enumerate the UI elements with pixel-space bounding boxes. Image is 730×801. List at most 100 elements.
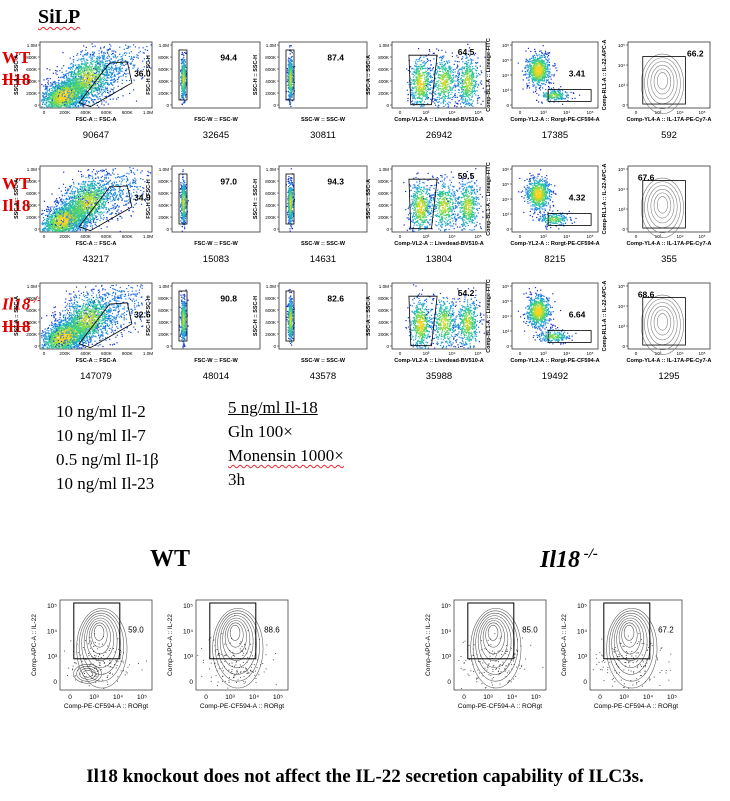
x-tick-label: 10³	[540, 234, 547, 239]
event-count: 17385	[542, 130, 568, 141]
event-count: 14631	[310, 254, 336, 265]
x-tick-label: 200K	[59, 351, 71, 356]
y-tick-label: 10⁵	[502, 299, 509, 304]
event-count: 43217	[83, 254, 109, 265]
x-axis-label: Comp-PE-CF594-A :: RORgt	[200, 703, 284, 710]
y-tick-label: 600K	[265, 67, 277, 72]
gate	[642, 56, 686, 105]
contours	[197, 608, 277, 689]
plot-frame	[627, 41, 711, 109]
y-tick-label: 1.0M	[27, 43, 37, 48]
y-tick-label: 600K	[26, 67, 38, 72]
y-tick-label: 600K	[158, 308, 170, 313]
plot-frame	[589, 599, 683, 691]
gate-percentage: 64.5	[458, 47, 475, 57]
y-tick-label: 400K	[158, 203, 170, 208]
x-tick-label: 0	[519, 110, 522, 115]
gate	[547, 330, 592, 343]
x-tick-label: 0	[399, 110, 402, 115]
x-tick-label: 10⁴	[113, 694, 123, 701]
x-tick-label: 10³	[225, 694, 235, 701]
figure-caption: Il18 knockout does not affect the IL-22 …	[86, 766, 644, 787]
x-tick-label: 10⁵	[586, 234, 593, 239]
y-tick-label: 1.0M	[266, 43, 276, 48]
events	[405, 284, 485, 349]
gate	[642, 180, 686, 229]
events	[640, 177, 684, 238]
x-tick-label: 0	[462, 694, 466, 701]
y-axis-label: Comp-APC-A :: IL-22	[425, 614, 432, 676]
events	[178, 289, 189, 349]
x-axis-label: FSC-W :: FSC-W	[194, 117, 238, 123]
gate-percentage: 66.2	[687, 49, 704, 59]
x-tick-label: 0	[598, 694, 602, 701]
y-tick-label: 800K	[265, 179, 277, 184]
x-tick-label: 0	[204, 694, 208, 701]
y-axis-label: SSC-A :: SSC-A	[366, 55, 372, 95]
x-tick-label: 10³	[89, 694, 99, 701]
y-axis-label: FSC-H :: FSC-H	[146, 296, 152, 336]
y-tick-label: 0	[622, 103, 625, 108]
x-tick-label: 0	[43, 351, 46, 356]
y-tick-label: 0	[53, 679, 57, 686]
gate-percentage: 85.0	[522, 625, 538, 634]
flow-gating-grid: 1.0M 800K 600K 400K 200K 0 0 200K 400K 600K 800K 1.…	[14, 38, 711, 382]
x-axis-label: Comp-YL2-A :: Rorgt-PE-CF594-A	[510, 241, 599, 247]
x-tick-label: 0	[43, 110, 46, 115]
y-tick-label: 1.0M	[159, 167, 169, 172]
y-axis-label: Comp-APC-A :: IL-22	[31, 614, 38, 676]
x-axis-label: Comp-YL4-A :: IL-17A-PE-Cy7-A	[627, 117, 712, 123]
gate-percentage: 87.4	[327, 52, 344, 62]
y-tick-label: 0	[273, 103, 276, 108]
x-tick-label: 400K	[80, 234, 92, 239]
x-tick-label: 10⁵	[698, 110, 705, 115]
y-tick-label: 10⁴	[502, 73, 509, 78]
x-tick-label: 10⁴	[676, 351, 683, 356]
y-tick-label: 0	[34, 227, 37, 232]
gate-percentage: 54.2	[458, 288, 475, 298]
row-3-genotype-sup: -/-	[30, 294, 41, 306]
x-tick-label: 10⁴	[448, 110, 455, 115]
x-tick-label: 10⁵	[474, 110, 481, 115]
events	[41, 284, 151, 350]
y-tick-label: 1.0M	[27, 284, 37, 289]
gate	[408, 295, 438, 347]
event-count: 35988	[426, 371, 452, 382]
y-tick-label: 600K	[265, 308, 277, 313]
x-axis-label: SSC-W :: SSC-W	[301, 358, 346, 364]
x-axis-label: Comp-PE-CF594-A :: RORgt	[594, 703, 678, 710]
x-tick-label: 1.0M	[143, 234, 153, 239]
gate	[285, 173, 295, 225]
y-tick-label: 10³	[618, 324, 625, 329]
x-tick-label: 400K	[80, 351, 92, 356]
x-tick-label: 10⁵	[698, 234, 705, 239]
event-count: 147079	[80, 371, 112, 382]
y-tick-label: 800K	[378, 296, 390, 301]
gate	[78, 61, 133, 108]
gate-percentage: 82.6	[327, 293, 344, 303]
y-tick-label: 1.0M	[27, 167, 37, 172]
events	[286, 288, 295, 346]
event-count: 1295	[658, 371, 679, 382]
x-axis-label: FSC-A :: FSC-A	[76, 117, 117, 123]
x-axis-label: Comp-YL2-A :: Rorgt-PE-CF594-A	[510, 358, 599, 364]
event-count: 48014	[203, 371, 229, 382]
x-tick-label: 10³	[423, 351, 430, 356]
y-tick-label: 10⁵	[183, 603, 193, 610]
y-axis-label: SSC-A :: SSC-A	[14, 179, 20, 219]
x-axis-label: Comp-PE-CF594-A :: RORgt	[64, 703, 148, 710]
x-tick-label: 0	[519, 351, 522, 356]
y-tick-label: 0	[506, 227, 509, 232]
y-tick-label: 1.0M	[266, 284, 276, 289]
y-tick-label: 200K	[26, 91, 38, 96]
gate-percentage: 34.9	[134, 192, 151, 202]
y-tick-label: 10³	[442, 654, 452, 661]
y-tick-label: 0	[166, 227, 169, 232]
